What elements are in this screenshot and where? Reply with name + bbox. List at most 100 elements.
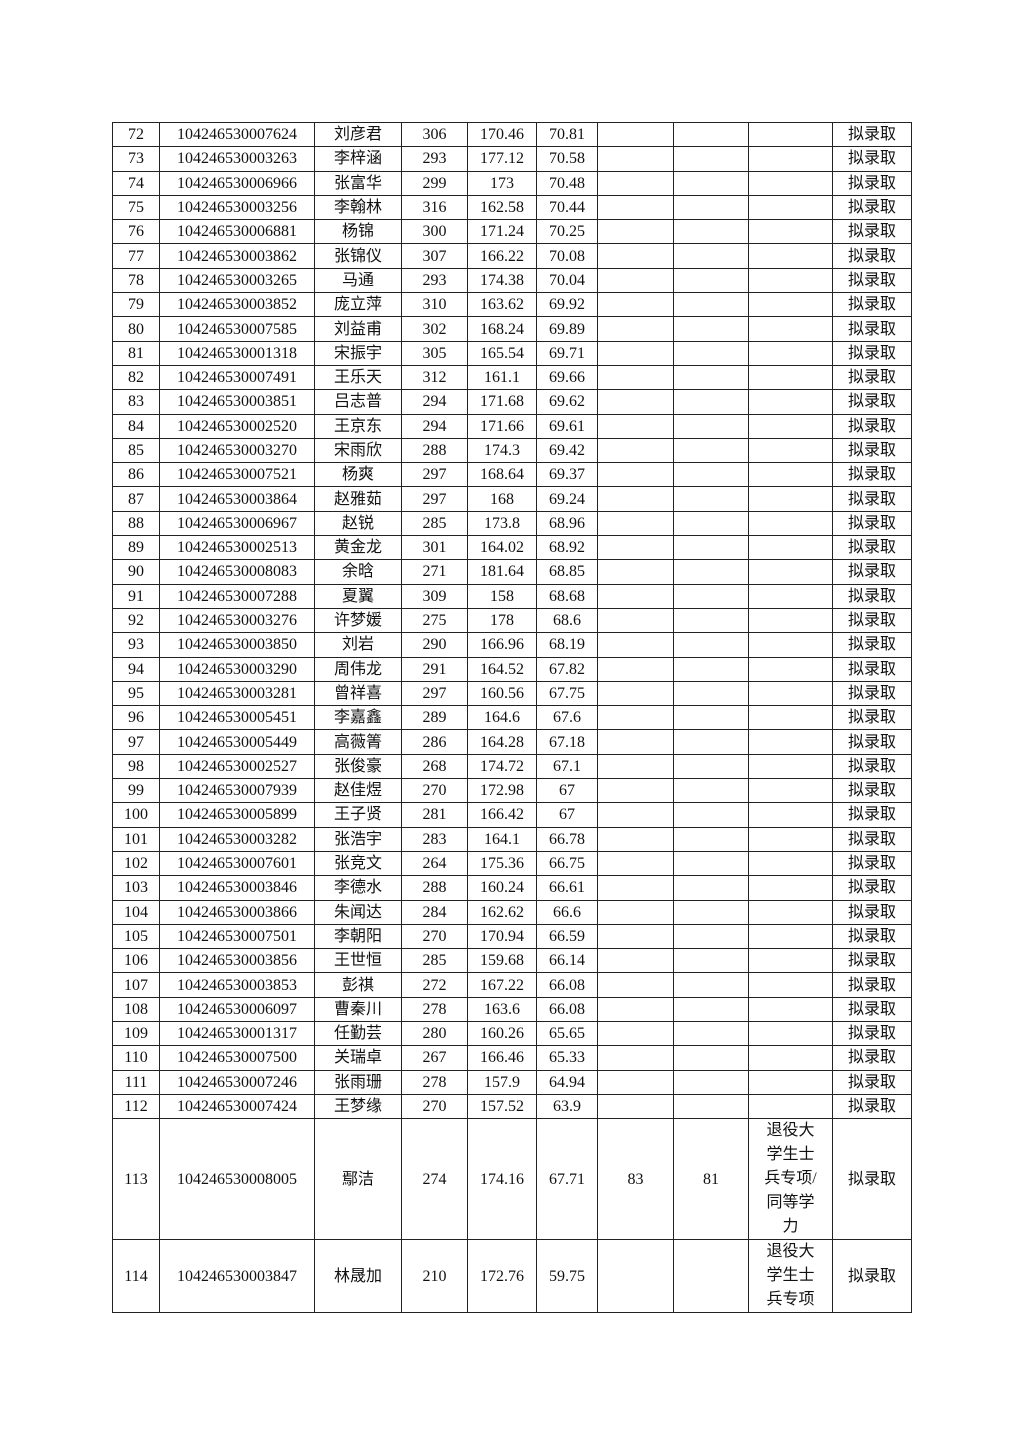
cell-rank: 111 xyxy=(112,1069,160,1095)
cell-exam-id: 104246530003265 xyxy=(159,267,315,294)
table-row: 85 104246530003270 宋雨欣 288 174.3 69.42 拟录取 xyxy=(112,437,912,464)
cell-initial-score: 291 xyxy=(401,656,468,682)
table-row: 108 104246530006097 曹秦川 278 163.6 66.08 拟录取 xyxy=(112,996,912,1022)
cell-exam-id: 104246530003282 xyxy=(159,826,315,852)
cell-total-score: 70.44 xyxy=(536,194,598,221)
cell-note xyxy=(748,219,833,245)
cell-retest-score: 181.64 xyxy=(467,559,537,585)
cell-col-7 xyxy=(597,1020,674,1047)
cell-rank: 101 xyxy=(112,826,160,852)
cell-col-8 xyxy=(673,923,749,950)
cell-note xyxy=(748,1020,833,1047)
cell-col-7 xyxy=(597,899,674,925)
cell-status: 拟录取 xyxy=(832,705,912,731)
cell-col-7 xyxy=(597,170,674,196)
cell-note xyxy=(748,607,833,634)
cell-note xyxy=(748,389,833,415)
cell-note xyxy=(748,194,833,221)
cell-initial-score: 297 xyxy=(401,486,468,512)
cell-name: 杨爽 xyxy=(314,462,402,488)
cell-col-7 xyxy=(597,486,674,512)
cell-col-8 xyxy=(673,583,749,609)
cell-note xyxy=(748,1093,833,1120)
cell-status: 拟录取 xyxy=(832,121,912,148)
table-row: 82 104246530007491 王乐天 312 161.1 69.66 拟录取 xyxy=(112,364,912,391)
cell-retest-score: 174.16 xyxy=(467,1118,537,1241)
cell-status: 拟录取 xyxy=(832,486,912,512)
cell-retest-score: 165.54 xyxy=(467,340,537,366)
cell-col-7 xyxy=(597,948,674,974)
cell-exam-id: 104246530003856 xyxy=(159,948,315,974)
table-row: 72 104246530007624 刘彦君 306 170.46 70.81 拟录取 xyxy=(112,121,912,148)
cell-retest-score: 173 xyxy=(467,170,537,196)
table-row: 113 104246530008005 鄢洁 274 174.16 67.71 83 81 退役… xyxy=(112,1118,912,1241)
cell-exam-id: 104246530007624 xyxy=(159,121,315,148)
cell-initial-score: 280 xyxy=(401,1020,468,1047)
cell-exam-id: 104246530003864 xyxy=(159,486,315,512)
cell-initial-score: 281 xyxy=(401,802,468,828)
table-row: 110 104246530007500 关瑞卓 267 166.46 65.33 拟录取 xyxy=(112,1045,912,1071)
cell-name: 吕志普 xyxy=(314,389,402,415)
cell-name: 许梦媛 xyxy=(314,607,402,634)
cell-rank: 82 xyxy=(112,364,160,391)
cell-name: 余晗 xyxy=(314,559,402,585)
cell-initial-score: 268 xyxy=(401,753,468,780)
cell-initial-score: 309 xyxy=(401,583,468,609)
table-row: 83 104246530003851 吕志普 294 171.68 69.62 拟录取 xyxy=(112,389,912,415)
cell-rank: 87 xyxy=(112,486,160,512)
cell-col-7 xyxy=(597,462,674,488)
cell-col-8 xyxy=(673,121,749,148)
cell-note xyxy=(748,923,833,950)
cell-total-score: 67.71 xyxy=(536,1118,598,1241)
cell-col-8 xyxy=(673,753,749,780)
cell-retest-score: 178 xyxy=(467,607,537,634)
cell-col-8 xyxy=(673,1069,749,1095)
cell-exam-id: 104246530007491 xyxy=(159,364,315,391)
cell-col-7 xyxy=(597,1045,674,1071)
cell-status: 拟录取 xyxy=(832,753,912,780)
table-row: 94 104246530003290 周伟龙 291 164.52 67.82 拟录取 xyxy=(112,656,912,682)
cell-rank: 81 xyxy=(112,340,160,366)
cell-note xyxy=(748,996,833,1022)
cell-exam-id: 104246530002527 xyxy=(159,753,315,780)
cell-note: 退役大学生士兵专项/同等学力 xyxy=(748,1118,833,1241)
cell-col-8 xyxy=(673,1045,749,1071)
cell-total-score: 70.08 xyxy=(536,243,598,269)
cell-note xyxy=(748,1045,833,1071)
cell-note xyxy=(748,413,833,439)
cell-name: 张俊豪 xyxy=(314,753,402,780)
cell-initial-score: 307 xyxy=(401,243,468,269)
cell-rank: 90 xyxy=(112,559,160,585)
cell-rank: 110 xyxy=(112,1045,160,1071)
cell-name: 高薇箐 xyxy=(314,729,402,755)
cell-retest-score: 162.62 xyxy=(467,899,537,925)
cell-note xyxy=(748,778,833,804)
cell-status: 拟录取 xyxy=(832,219,912,245)
cell-total-score: 66.75 xyxy=(536,850,598,877)
cell-note xyxy=(748,267,833,294)
cell-note xyxy=(748,802,833,828)
cell-total-score: 66.61 xyxy=(536,875,598,901)
cell-name: 李嘉鑫 xyxy=(314,705,402,731)
cell-note xyxy=(748,364,833,391)
cell-retest-score: 170.94 xyxy=(467,923,537,950)
table-row: 95 104246530003281 曾祥喜 297 160.56 67.75 拟录取 xyxy=(112,680,912,707)
cell-col-7 xyxy=(597,510,674,537)
cell-status: 拟录取 xyxy=(832,510,912,537)
cell-status: 拟录取 xyxy=(832,535,912,561)
table-row: 75 104246530003256 李翰林 316 162.58 70.44 拟录取 xyxy=(112,194,912,221)
cell-total-score: 70.48 xyxy=(536,170,598,196)
cell-rank: 99 xyxy=(112,778,160,804)
cell-name: 刘彦君 xyxy=(314,121,402,148)
cell-rank: 91 xyxy=(112,583,160,609)
cell-rank: 77 xyxy=(112,243,160,269)
cell-retest-score: 170.46 xyxy=(467,121,537,148)
table-row: 87 104246530003864 赵雅茹 297 168 69.24 拟录取 xyxy=(112,486,912,512)
table-row: 111 104246530007246 张雨珊 278 157.9 64.94 拟录取 xyxy=(112,1069,912,1095)
cell-name: 马通 xyxy=(314,267,402,294)
cell-status: 拟录取 xyxy=(832,1118,912,1241)
cell-note xyxy=(748,729,833,755)
cell-total-score: 67.6 xyxy=(536,705,598,731)
cell-initial-score: 270 xyxy=(401,1093,468,1120)
cell-col-7 xyxy=(597,680,674,707)
